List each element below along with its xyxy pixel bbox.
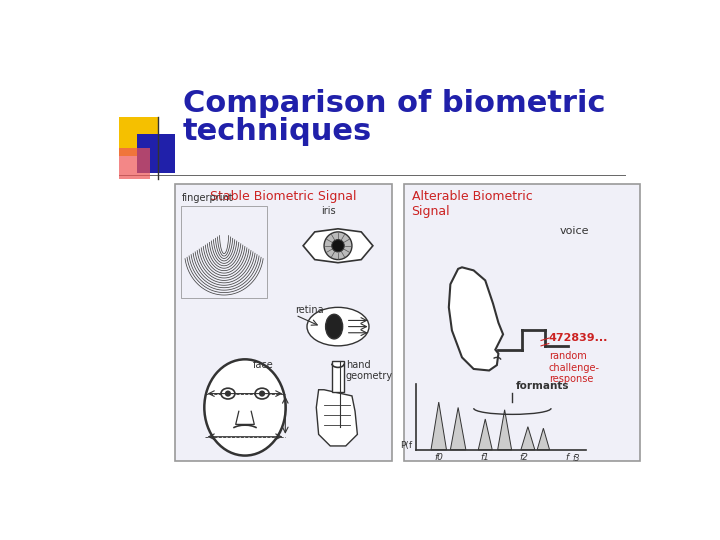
Bar	[332, 361, 344, 392]
Polygon shape	[449, 267, 503, 370]
Polygon shape	[120, 148, 150, 179]
Text: Alterable Biometric
Signal: Alterable Biometric Signal	[412, 190, 532, 218]
Polygon shape	[303, 229, 373, 262]
Text: retina: retina	[295, 305, 324, 315]
Ellipse shape	[307, 307, 369, 346]
Text: techniques: techniques	[183, 117, 372, 146]
Text: f1: f1	[481, 453, 490, 462]
Circle shape	[225, 390, 231, 397]
Bar	[175, 184, 392, 461]
Text: 472839...: 472839...	[549, 333, 608, 343]
Text: P(f: P(f	[400, 441, 413, 450]
Circle shape	[332, 240, 344, 252]
Bar	[404, 184, 640, 461]
Ellipse shape	[221, 388, 235, 399]
Ellipse shape	[204, 359, 286, 456]
Text: f0: f0	[434, 453, 444, 462]
Text: hand
geometry: hand geometry	[346, 360, 393, 381]
Text: face: face	[253, 360, 274, 370]
Text: formants: formants	[516, 381, 570, 391]
Polygon shape	[521, 427, 535, 450]
Polygon shape	[537, 428, 549, 450]
Polygon shape	[498, 410, 512, 450]
Text: iris: iris	[321, 206, 336, 215]
Circle shape	[259, 390, 265, 397]
Text: Stable Biometric Signal: Stable Biometric Signal	[210, 190, 357, 203]
Text: f3: f3	[572, 455, 580, 463]
Text: random
challenge-
response: random challenge- response	[549, 351, 600, 384]
Polygon shape	[431, 402, 446, 450]
Circle shape	[324, 232, 352, 260]
Text: f2: f2	[520, 453, 528, 462]
Polygon shape	[451, 408, 466, 450]
Ellipse shape	[255, 388, 269, 399]
Ellipse shape	[325, 314, 343, 339]
Text: Comparison of biometric: Comparison of biometric	[183, 90, 606, 118]
Bar	[181, 206, 266, 298]
Polygon shape	[316, 390, 357, 446]
Polygon shape	[120, 117, 158, 156]
Text: voice: voice	[559, 226, 589, 237]
Text: f: f	[565, 453, 568, 462]
Text: fingerprint: fingerprint	[181, 193, 233, 204]
Polygon shape	[137, 134, 175, 173]
Polygon shape	[478, 419, 492, 450]
